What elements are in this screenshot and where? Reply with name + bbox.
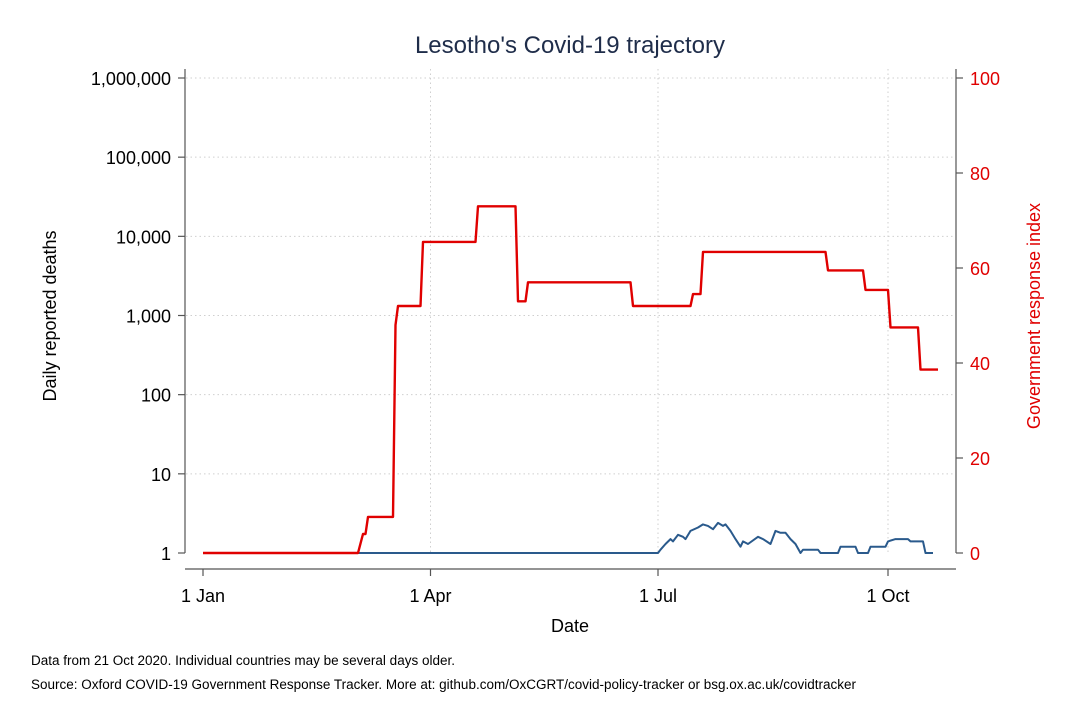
deaths-series-line — [358, 521, 933, 554]
x-axis-label: Date — [551, 616, 589, 636]
left-tick-label: 1,000 — [126, 307, 171, 327]
x-tick-label: 1 Apr — [409, 586, 451, 606]
left-tick-label: 100 — [141, 386, 171, 406]
right-tick-label: 0 — [970, 544, 980, 564]
right-tick-label: 40 — [970, 354, 990, 374]
x-axis-ticks: 1 Jan 1 Apr 1 Jul 1 Oct — [181, 569, 910, 606]
right-axis-ticks: 0 20 40 60 80 100 — [956, 69, 1000, 564]
right-tick-label: 100 — [970, 69, 1000, 89]
right-tick-label: 20 — [970, 449, 990, 469]
response-index-series-line — [203, 205, 938, 555]
series-layer — [203, 205, 938, 555]
gridlines — [186, 69, 955, 553]
y-axis-left-label: Daily reported deaths — [40, 230, 60, 401]
x-tick-label: 1 Jul — [639, 586, 677, 606]
left-axis-ticks: 1 10 100 1,000 10,000 100,000 1,000,000 — [91, 69, 185, 564]
chart-title: Lesotho's Covid-19 trajectory — [415, 32, 725, 59]
left-tick-label: 10 — [151, 465, 171, 485]
y-axis-right-label: Government response index — [1024, 203, 1044, 429]
left-tick-label: 100,000 — [106, 148, 171, 168]
x-tick-label: 1 Jan — [181, 586, 225, 606]
left-tick-label: 1 — [161, 544, 171, 564]
footnote-source: Source: Oxford COVID-19 Government Respo… — [31, 677, 857, 692]
left-tick-label: 1,000,000 — [91, 69, 171, 89]
right-tick-label: 80 — [970, 164, 990, 184]
footnote-data-date: Data from 21 Oct 2020. Individual countr… — [31, 653, 455, 668]
right-tick-label: 60 — [970, 259, 990, 279]
left-tick-label: 10,000 — [116, 227, 171, 247]
x-tick-label: 1 Oct — [866, 586, 909, 606]
